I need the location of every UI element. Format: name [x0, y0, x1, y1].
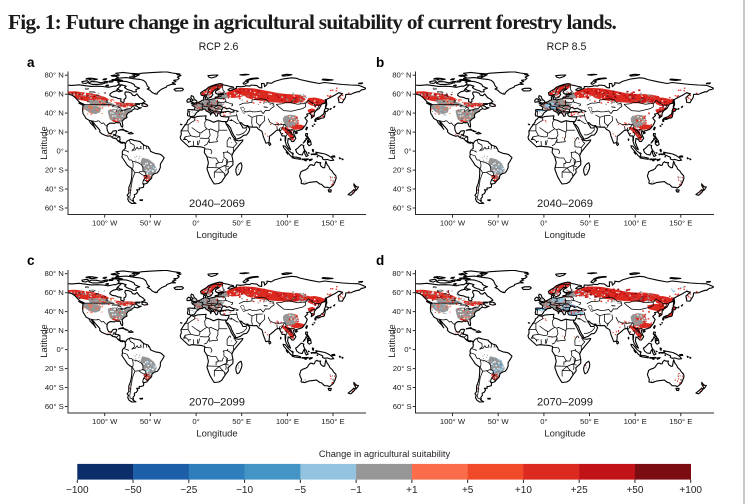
svg-text:80° N: 80° N — [44, 71, 63, 80]
svg-text:Longitude: Longitude — [544, 428, 585, 439]
svg-text:150° E: 150° E — [321, 417, 344, 426]
svg-text:100° W: 100° W — [440, 219, 466, 228]
svg-text:0°: 0° — [540, 219, 547, 228]
svg-text:−25: −25 — [180, 485, 197, 496]
svg-text:0°: 0° — [56, 147, 63, 156]
svg-text:60° S: 60° S — [45, 203, 64, 212]
svg-text:50° W: 50° W — [140, 219, 162, 228]
svg-text:0°: 0° — [192, 219, 199, 228]
svg-text:Latitude: Latitude — [38, 126, 49, 159]
svg-text:50° E: 50° E — [232, 219, 251, 228]
svg-text:Longitude: Longitude — [196, 428, 237, 439]
svg-text:60° N: 60° N — [44, 288, 63, 297]
svg-text:80° N: 80° N — [44, 269, 63, 278]
svg-text:80° N: 80° N — [392, 269, 411, 278]
svg-text:−1: −1 — [350, 485, 362, 496]
svg-text:0°: 0° — [540, 417, 547, 426]
svg-text:150° E: 150° E — [669, 219, 692, 228]
svg-text:50° W: 50° W — [488, 219, 510, 228]
svg-text:+25: +25 — [571, 485, 588, 496]
svg-text:+1: +1 — [406, 485, 418, 496]
svg-text:0°: 0° — [404, 147, 411, 156]
svg-text:40° N: 40° N — [392, 307, 411, 316]
svg-text:20° S: 20° S — [393, 364, 412, 373]
svg-text:2040–2069: 2040–2069 — [537, 198, 593, 210]
svg-text:Latitude: Latitude — [386, 324, 397, 357]
svg-text:20° S: 20° S — [393, 166, 412, 175]
svg-text:50° E: 50° E — [580, 219, 599, 228]
svg-text:2070–2099: 2070–2099 — [537, 397, 593, 409]
svg-text:100° E: 100° E — [624, 417, 647, 426]
svg-text:Latitude: Latitude — [38, 324, 49, 357]
svg-text:150° E: 150° E — [669, 417, 692, 426]
svg-text:−5: −5 — [295, 485, 307, 496]
svg-text:100° E: 100° E — [624, 219, 647, 228]
svg-text:+100: +100 — [679, 485, 702, 496]
svg-text:20° N: 20° N — [44, 326, 63, 335]
svg-text:50° E: 50° E — [580, 417, 599, 426]
svg-text:60° S: 60° S — [393, 203, 412, 212]
svg-text:0°: 0° — [56, 345, 63, 354]
svg-text:20° S: 20° S — [45, 364, 64, 373]
svg-text:Latitude: Latitude — [386, 126, 397, 159]
svg-text:100° W: 100° W — [92, 219, 118, 228]
svg-text:100° E: 100° E — [276, 417, 299, 426]
svg-text:Longitude: Longitude — [196, 229, 237, 240]
svg-text:50° W: 50° W — [140, 417, 162, 426]
svg-text:80° N: 80° N — [392, 71, 411, 80]
svg-text:+50: +50 — [626, 485, 643, 496]
svg-text:40° S: 40° S — [45, 184, 64, 193]
svg-text:100° E: 100° E — [276, 219, 299, 228]
svg-text:100° W: 100° W — [92, 417, 118, 426]
svg-text:20° S: 20° S — [45, 166, 64, 175]
svg-text:−50: −50 — [125, 485, 142, 496]
svg-text:40° N: 40° N — [44, 307, 63, 316]
svg-text:+5: +5 — [462, 485, 474, 496]
svg-text:60° S: 60° S — [393, 402, 412, 411]
svg-text:0°: 0° — [192, 417, 199, 426]
svg-text:100° W: 100° W — [440, 417, 466, 426]
svg-text:40° N: 40° N — [392, 109, 411, 118]
svg-text:40° S: 40° S — [45, 383, 64, 392]
svg-text:40° S: 40° S — [393, 383, 412, 392]
svg-text:0°: 0° — [404, 345, 411, 354]
svg-text:−10: −10 — [236, 485, 253, 496]
svg-text:20° N: 20° N — [392, 128, 411, 137]
svg-text:20° N: 20° N — [392, 326, 411, 335]
svg-text:Change in agricultural suitabi: Change in agricultural suitability — [319, 449, 451, 459]
svg-text:40° S: 40° S — [393, 184, 412, 193]
svg-text:+10: +10 — [515, 485, 532, 496]
svg-text:40° N: 40° N — [44, 109, 63, 118]
svg-text:60° N: 60° N — [44, 90, 63, 99]
svg-text:2070–2099: 2070–2099 — [189, 397, 245, 409]
svg-text:−100: −100 — [66, 485, 89, 496]
svg-text:50° E: 50° E — [232, 417, 251, 426]
svg-text:60° N: 60° N — [392, 90, 411, 99]
svg-text:Longitude: Longitude — [544, 229, 585, 240]
svg-text:20° N: 20° N — [44, 128, 63, 137]
svg-text:60° S: 60° S — [45, 402, 64, 411]
svg-text:150° E: 150° E — [321, 219, 344, 228]
svg-text:2040–2069: 2040–2069 — [189, 198, 245, 210]
svg-text:60° N: 60° N — [392, 288, 411, 297]
svg-text:50° W: 50° W — [488, 417, 510, 426]
